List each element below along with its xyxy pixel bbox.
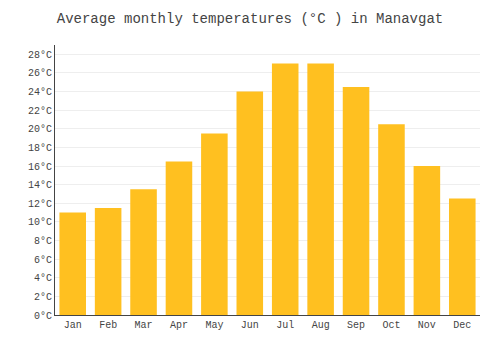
svg-text:Sep: Sep [347,320,365,331]
svg-text:12°C: 12°C [28,199,52,210]
svg-text:Oct: Oct [382,320,400,331]
svg-text:4°C: 4°C [34,273,52,284]
svg-text:22°C: 22°C [28,106,52,117]
svg-text:18°C: 18°C [28,143,52,154]
svg-text:28°C: 28°C [28,50,52,61]
svg-text:Aug: Aug [312,320,330,331]
svg-text:Mar: Mar [135,320,153,331]
svg-text:May: May [205,320,223,331]
svg-text:Jun: Jun [241,320,259,331]
svg-text:14°C: 14°C [28,180,52,191]
svg-text:16°C: 16°C [28,162,52,173]
svg-text:Jul: Jul [276,320,294,331]
svg-text:Feb: Feb [99,320,117,331]
svg-text:26°C: 26°C [28,68,52,79]
svg-text:2°C: 2°C [34,292,52,303]
svg-text:Nov: Nov [418,320,436,331]
svg-text:Jan: Jan [64,320,82,331]
svg-text:8°C: 8°C [34,236,52,247]
svg-text:0°C: 0°C [34,311,52,322]
svg-text:24°C: 24°C [28,87,52,98]
svg-text:Dec: Dec [453,320,471,331]
svg-text:Apr: Apr [170,320,188,331]
svg-text:Average monthly temperatures (: Average monthly temperatures (°C ) in Ma… [57,11,443,27]
svg-text:20°C: 20°C [28,124,52,135]
svg-text:6°C: 6°C [34,255,52,266]
svg-text:10°C: 10°C [28,217,52,228]
